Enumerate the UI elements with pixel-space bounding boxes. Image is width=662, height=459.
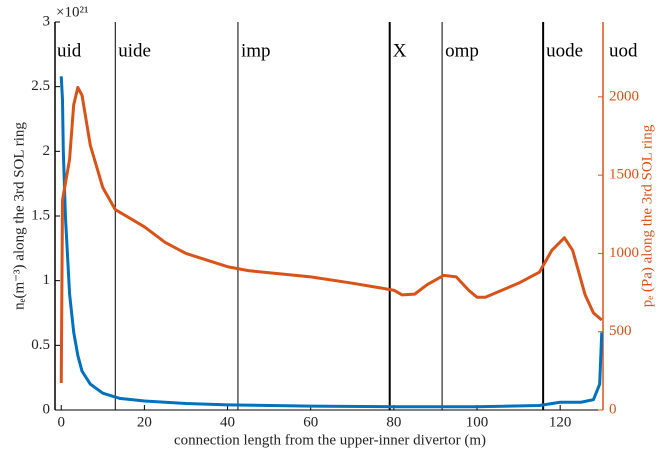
x-axis-label: connection length from the upper-inner d… bbox=[174, 432, 486, 448]
y2-axis-label: pₑ (Pa) along the 3rd SOL ring bbox=[639, 124, 655, 307]
y-tick-label: 3 bbox=[43, 13, 51, 29]
region-label: uid bbox=[57, 40, 82, 61]
y2-tick-label: 2000 bbox=[609, 88, 639, 104]
y-tick-label: 1.5 bbox=[31, 207, 50, 223]
data-line bbox=[59, 85, 603, 384]
region-label: uode bbox=[546, 40, 583, 61]
x-tick-label: 40 bbox=[220, 414, 235, 430]
y-axis-label: nₑ(m⁻³) along the 3rd SOL ring bbox=[11, 122, 27, 310]
region-label: uide bbox=[118, 40, 151, 61]
x-tick-label: 120 bbox=[549, 414, 572, 430]
y2-tick-label: 1500 bbox=[609, 167, 639, 183]
region-label: uod bbox=[609, 40, 638, 61]
x-tick-label: 80 bbox=[386, 414, 401, 430]
region-label: omp bbox=[445, 40, 479, 61]
y2-tick-label: 1000 bbox=[609, 245, 639, 261]
y-tick-label: 2 bbox=[43, 143, 51, 159]
x-tick-label: 0 bbox=[57, 414, 65, 430]
y-tick-label: 0.5 bbox=[31, 337, 50, 353]
data-line bbox=[59, 76, 604, 409]
region-label: imp bbox=[241, 40, 271, 61]
y-tick-label: 1 bbox=[43, 272, 51, 288]
x-tick-label: 60 bbox=[303, 414, 318, 430]
x-tick-label: 100 bbox=[466, 414, 489, 430]
region-label: X bbox=[393, 40, 407, 61]
x-tick-label: 20 bbox=[137, 414, 152, 430]
y2-tick-label: 0 bbox=[609, 401, 617, 417]
y-tick-label: 2.5 bbox=[31, 78, 50, 94]
y-tick-label: 0 bbox=[43, 401, 51, 417]
y2-tick-label: 500 bbox=[609, 323, 632, 339]
y-multiplier: ×10²¹ bbox=[56, 4, 88, 20]
